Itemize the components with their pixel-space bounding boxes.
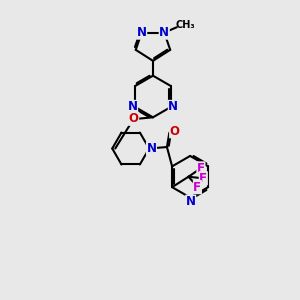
Text: N: N [186, 195, 196, 208]
Text: F: F [197, 162, 205, 175]
Text: N: N [168, 100, 178, 113]
Text: N: N [159, 26, 169, 39]
Text: O: O [170, 125, 180, 138]
Text: O: O [129, 112, 139, 125]
Text: F: F [194, 181, 201, 194]
Text: CH₃: CH₃ [175, 20, 195, 30]
Text: N: N [137, 26, 147, 39]
Text: N: N [128, 100, 138, 113]
Text: N: N [146, 142, 157, 155]
Text: F: F [199, 172, 207, 185]
